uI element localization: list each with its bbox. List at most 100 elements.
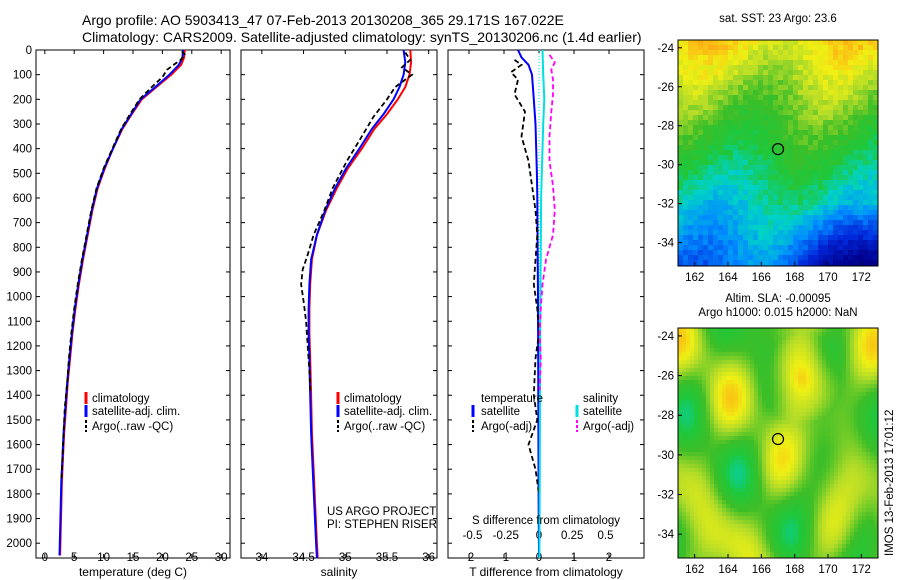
map-cell — [808, 225, 814, 231]
map-cell — [818, 220, 824, 226]
map-cell — [702, 464, 707, 469]
map-cell — [754, 512, 759, 517]
map-cell — [833, 170, 839, 176]
map-cell — [703, 45, 709, 51]
map-cell — [868, 40, 874, 46]
map-cell — [742, 480, 747, 485]
map-cell — [838, 464, 843, 469]
map-cell — [766, 396, 771, 401]
map-cell — [873, 155, 878, 161]
map-cell — [808, 260, 814, 266]
map-cell — [738, 195, 744, 201]
map-cell — [802, 528, 807, 533]
map-cell — [763, 260, 769, 266]
map-cell — [698, 544, 703, 549]
map-cell — [794, 352, 799, 357]
map-cell — [678, 190, 684, 196]
map-cell — [722, 508, 727, 513]
map-cell — [762, 548, 767, 553]
map-cell — [858, 456, 863, 461]
map-cell — [858, 40, 864, 46]
map-cell — [870, 396, 875, 401]
map-cell — [738, 150, 744, 156]
map-cell — [853, 45, 859, 51]
map-cell — [690, 352, 695, 357]
map-cell — [713, 235, 719, 241]
map-cell — [798, 444, 803, 449]
difference-series — [509, 50, 556, 558]
map-cell — [678, 400, 683, 405]
map-cell — [690, 376, 695, 381]
map-cell — [778, 408, 783, 413]
map-cell — [730, 532, 735, 537]
map-cell — [682, 360, 687, 365]
map-cell — [702, 420, 707, 425]
map-cell — [862, 396, 867, 401]
map-cell — [830, 332, 835, 337]
map-cell — [818, 516, 823, 521]
map-cell — [718, 105, 724, 111]
map-cell — [706, 480, 711, 485]
map-cell — [838, 548, 843, 553]
map-cell — [706, 528, 711, 533]
map-cell — [842, 504, 847, 509]
map-cell — [733, 235, 739, 241]
map-cell — [873, 130, 878, 136]
map-cell — [808, 215, 814, 221]
map-cell — [823, 125, 829, 131]
map-cell — [810, 352, 815, 357]
map-cell — [858, 250, 864, 256]
map-cell — [803, 65, 809, 71]
map-cell — [828, 155, 834, 161]
map-cell — [742, 448, 747, 453]
map-cell — [783, 135, 789, 141]
map-cell — [823, 50, 829, 56]
map-cell — [806, 520, 811, 525]
map-cell — [863, 70, 869, 76]
map-cell — [786, 376, 791, 381]
map-cell — [806, 364, 811, 369]
map-cell — [766, 384, 771, 389]
map-cell — [678, 396, 683, 401]
map-cell — [743, 115, 749, 121]
map-cell — [874, 500, 878, 505]
map-cell — [798, 245, 804, 251]
map-cell — [828, 70, 834, 76]
map-cell — [710, 464, 715, 469]
map-cell — [733, 130, 739, 136]
map-cell — [730, 340, 735, 345]
map-cell — [798, 432, 803, 437]
map-cell — [748, 125, 754, 131]
map-cell — [770, 516, 775, 521]
map-cell — [813, 115, 819, 121]
map-cell — [853, 260, 859, 266]
map-cell — [838, 125, 844, 131]
map-cell — [826, 392, 831, 397]
map-cell — [830, 448, 835, 453]
map-cell — [838, 424, 843, 429]
map-cell — [758, 360, 763, 365]
map-cell — [678, 460, 683, 465]
map-cell — [742, 540, 747, 545]
map-cell — [798, 205, 804, 211]
map-cell — [858, 372, 863, 377]
map-cell — [714, 496, 719, 501]
map-cell — [693, 150, 699, 156]
map-cell — [842, 516, 847, 521]
map-cell — [713, 140, 719, 146]
map-cell — [838, 225, 844, 231]
x-tick-label: 5 — [71, 552, 77, 564]
map-cell — [874, 332, 878, 337]
map-cell — [743, 65, 749, 71]
map-cell — [814, 452, 819, 457]
map-cell — [713, 160, 719, 166]
map-cell — [762, 512, 767, 517]
map-cell — [822, 348, 827, 353]
map-cell — [798, 155, 804, 161]
map-cell — [818, 105, 824, 111]
map-cell — [862, 452, 867, 457]
map-cell — [698, 532, 703, 537]
map-cell — [838, 408, 843, 413]
map-cell — [823, 260, 829, 266]
map-cell — [693, 145, 699, 151]
